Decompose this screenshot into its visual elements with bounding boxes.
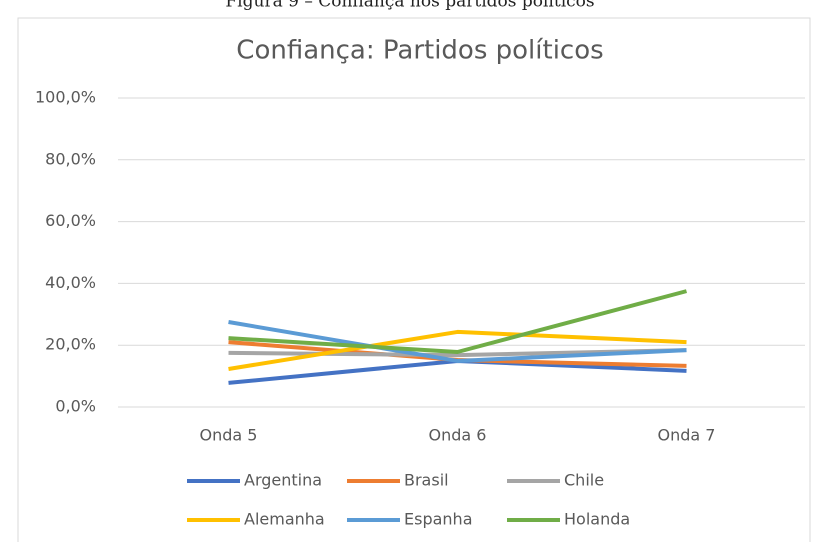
x-tick-label: Onda 6: [429, 426, 487, 445]
y-tick-label: 20,0%: [45, 335, 96, 354]
figure-caption: Figura 9 – Confiança nos partidos políti…: [225, 0, 594, 12]
x-tick-label: Onda 5: [200, 426, 258, 445]
chart-frame: [17, 17, 811, 542]
series-line: [228, 329, 687, 371]
legend-label: Alemanha: [244, 510, 325, 529]
series-line: [228, 289, 688, 354]
y-tick-label: 60,0%: [45, 211, 96, 230]
series-line: [228, 320, 687, 363]
legend-label: Chile: [564, 471, 604, 490]
legend-label: Espanha: [404, 510, 473, 529]
legend-label: Holanda: [564, 510, 630, 529]
y-tick-label: 0,0%: [55, 397, 96, 416]
legend-label: Brasil: [404, 471, 449, 490]
y-tick-label: 40,0%: [45, 273, 96, 292]
y-tick-label: 80,0%: [45, 149, 96, 168]
x-tick-label: Onda 7: [658, 426, 716, 445]
y-tick-label: 100,0%: [35, 88, 96, 107]
legend-label: Argentina: [244, 471, 322, 490]
chart-title: Confiança: Partidos políticos: [236, 36, 603, 66]
